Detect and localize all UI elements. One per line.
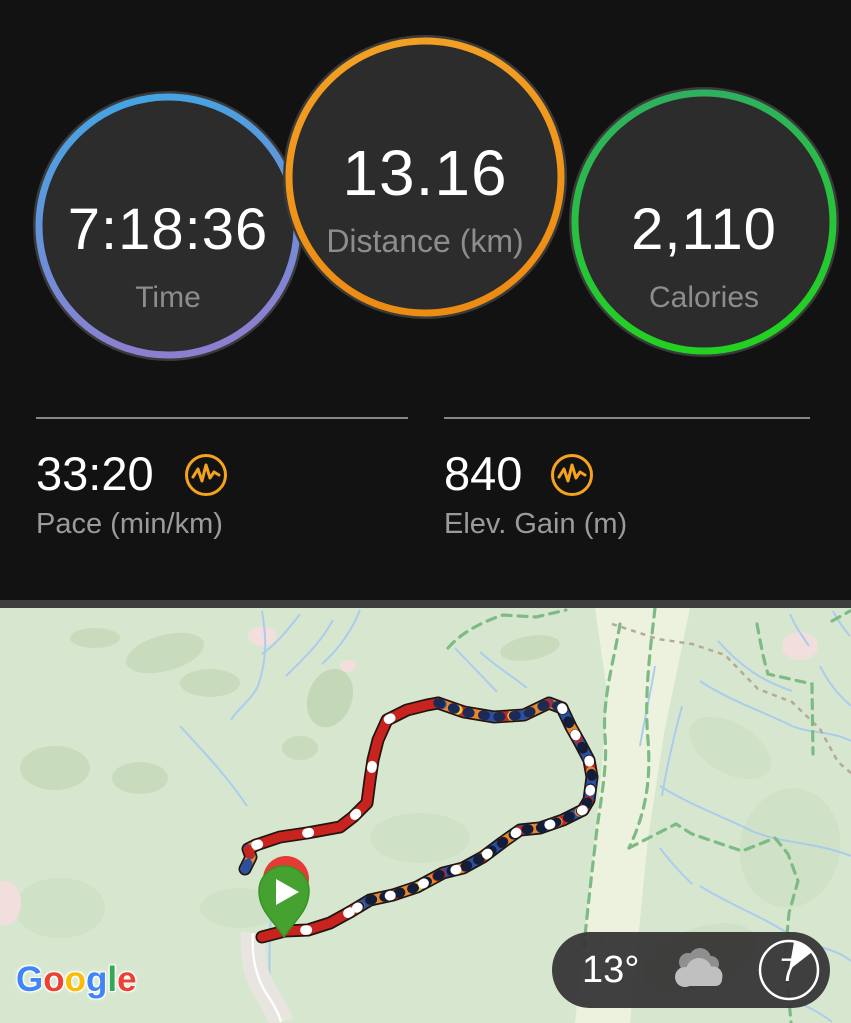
pace-chart-icon[interactable] [183,452,229,498]
elevation-label: Elev. Gain (m) [444,508,628,540]
temperature-value: 13° [582,948,640,991]
calories-gauge: 2,110 Calories [567,85,841,359]
map-separator [0,600,851,608]
google-letter: o [64,960,87,999]
gray-trail [611,622,851,774]
pace-label: Pace (min/km) [36,508,223,540]
green-trails [446,608,851,1023]
google-letter: e [117,960,137,999]
google-logo: Google [16,960,137,1000]
google-letter: G [16,960,44,999]
time-label: Time [135,281,201,314]
google-letter: g [86,960,108,999]
elevation-chart-icon[interactable] [549,452,595,498]
road [240,932,293,1023]
calories-value: 2,110 [631,197,777,262]
elevation-value: 840 [444,447,523,500]
google-letter: o [43,960,65,999]
calories-label: Calories [648,281,760,314]
wind-gauge-icon: 7 [758,939,820,1001]
pace-value: 33:20 [36,447,154,500]
calories-gauge-ring [569,87,839,357]
distance-value: 13.16 [342,137,508,209]
distance-label: Distance (km) [326,223,524,259]
distance-gauge-ring [283,35,567,319]
start-marker[interactable] [258,865,310,939]
pace-divider [36,417,408,419]
elevation-divider [444,417,810,419]
distance-gauge: 13.16 Distance (km) [281,33,569,321]
route-track [238,696,599,944]
route-map[interactable]: Google 13° 7 [0,608,851,1023]
time-gauge: 7:18:36 Time [31,89,305,363]
weather-widget[interactable]: 13° 7 [552,932,830,1008]
google-letter: l [107,960,118,999]
map-image [0,608,851,1023]
wind-value: 7 [780,952,798,988]
time-value: 7:18:36 [67,197,269,262]
cloudy-icon [674,948,723,987]
